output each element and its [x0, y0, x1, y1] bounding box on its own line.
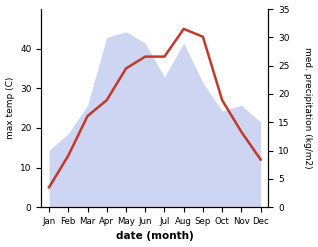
Y-axis label: max temp (C): max temp (C): [5, 77, 15, 139]
X-axis label: date (month): date (month): [116, 231, 194, 242]
Y-axis label: med. precipitation (kg/m2): med. precipitation (kg/m2): [303, 47, 313, 169]
